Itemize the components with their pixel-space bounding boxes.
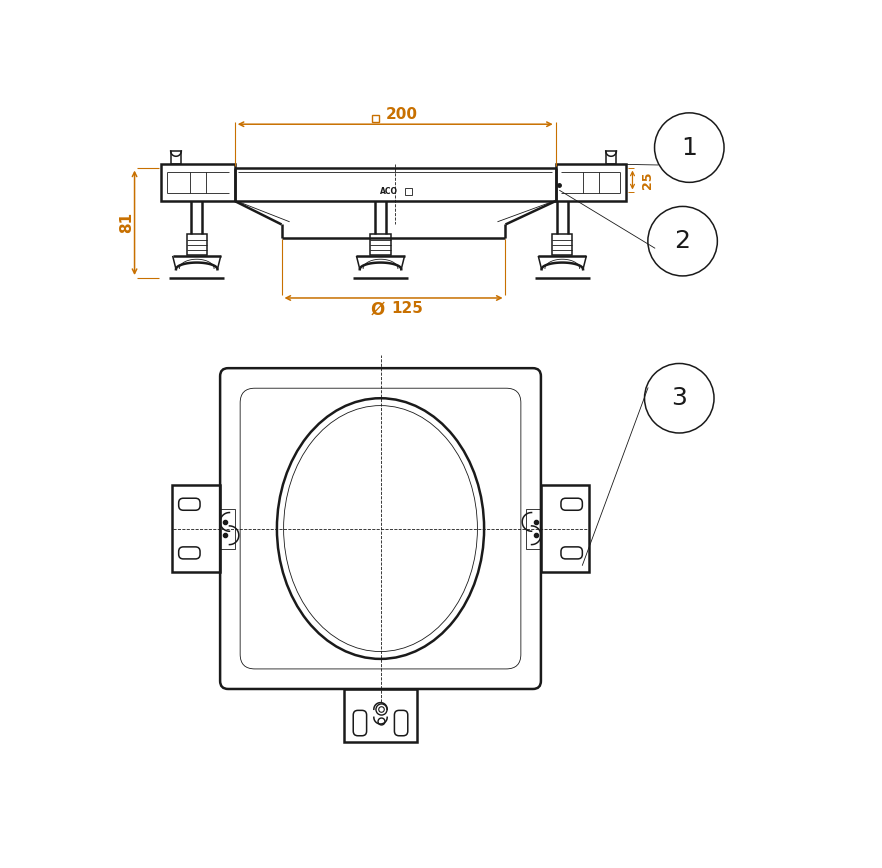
Text: 125: 125 <box>391 300 422 316</box>
Text: Ø: Ø <box>370 300 385 319</box>
Bar <box>527 509 541 549</box>
Bar <box>220 509 235 549</box>
Bar <box>171 151 181 164</box>
Bar <box>370 234 391 254</box>
Bar <box>172 485 220 572</box>
Text: 25: 25 <box>640 171 654 188</box>
Text: 1: 1 <box>682 135 698 160</box>
Bar <box>607 151 616 164</box>
Bar <box>552 234 572 254</box>
Bar <box>161 164 235 201</box>
Text: 3: 3 <box>671 386 687 411</box>
Bar <box>187 234 206 254</box>
Text: 2: 2 <box>675 229 691 253</box>
Bar <box>405 187 412 195</box>
Bar <box>556 164 626 201</box>
Text: ACO: ACO <box>379 187 398 195</box>
Text: 81: 81 <box>119 213 134 233</box>
Bar <box>372 115 378 122</box>
Bar <box>541 485 589 572</box>
Text: 200: 200 <box>386 108 418 122</box>
Bar <box>344 689 417 742</box>
